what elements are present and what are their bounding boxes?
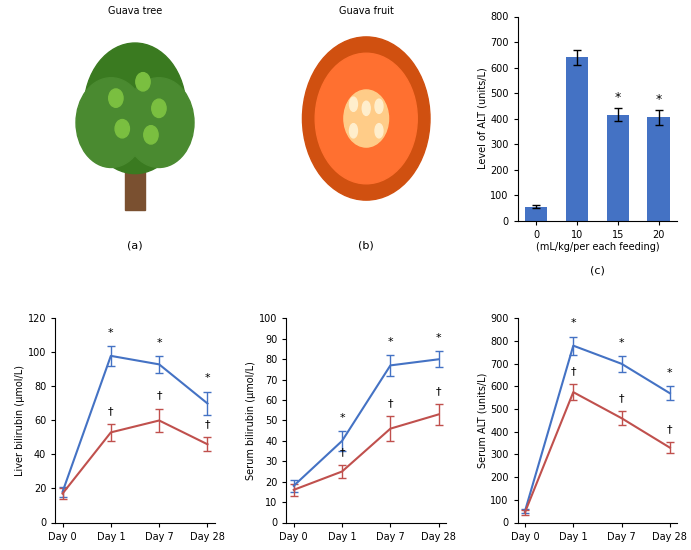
Circle shape — [76, 78, 146, 168]
Circle shape — [315, 53, 417, 184]
Circle shape — [136, 73, 150, 91]
Y-axis label: Liver bilirubin (μmol/L): Liver bilirubin (μmol/L) — [15, 365, 25, 476]
Text: *: * — [108, 327, 113, 338]
Text: †: † — [571, 366, 576, 376]
Text: †: † — [619, 393, 625, 403]
Bar — [566, 57, 588, 221]
Text: †: † — [339, 447, 345, 457]
Ellipse shape — [375, 99, 383, 113]
Text: *: * — [156, 338, 162, 348]
Ellipse shape — [350, 97, 357, 111]
Text: *: * — [667, 368, 673, 378]
Text: *: * — [656, 93, 662, 106]
Text: †: † — [436, 386, 442, 396]
Ellipse shape — [350, 124, 357, 138]
Text: *: * — [339, 412, 345, 422]
Ellipse shape — [362, 101, 370, 116]
Circle shape — [152, 99, 166, 118]
Text: †: † — [205, 419, 210, 430]
Text: †: † — [156, 390, 162, 400]
X-axis label: (mL/kg/per each feeding): (mL/kg/per each feeding) — [536, 243, 659, 252]
Circle shape — [144, 125, 158, 144]
Text: *: * — [388, 337, 393, 347]
Text: (a): (a) — [127, 241, 143, 251]
Y-axis label: Serum bilirubin (μmol/L): Serum bilirubin (μmol/L) — [246, 361, 256, 480]
Text: †: † — [108, 406, 113, 416]
Bar — [607, 115, 629, 221]
Text: *: * — [436, 333, 442, 343]
Circle shape — [108, 89, 123, 107]
Text: *: * — [205, 373, 210, 383]
Text: †: † — [388, 398, 393, 408]
Y-axis label: Serum ALT (units/L): Serum ALT (units/L) — [477, 373, 487, 468]
Circle shape — [84, 43, 186, 174]
Circle shape — [344, 90, 388, 147]
Y-axis label: Level of ALT (units/L): Level of ALT (units/L) — [477, 68, 487, 169]
Title: Guava tree: Guava tree — [108, 6, 162, 16]
Ellipse shape — [375, 124, 383, 138]
Text: *: * — [571, 318, 576, 328]
Circle shape — [115, 119, 129, 138]
Circle shape — [124, 78, 194, 168]
Bar — [647, 117, 670, 221]
Text: (b): (b) — [359, 241, 374, 251]
Title: Guava fruit: Guava fruit — [339, 6, 394, 16]
Bar — [126, 139, 144, 210]
Text: (c): (c) — [590, 266, 605, 276]
Circle shape — [303, 37, 430, 200]
Bar — [525, 206, 547, 221]
Text: †: † — [668, 424, 672, 434]
Text: *: * — [619, 338, 625, 348]
Text: *: * — [615, 91, 621, 104]
